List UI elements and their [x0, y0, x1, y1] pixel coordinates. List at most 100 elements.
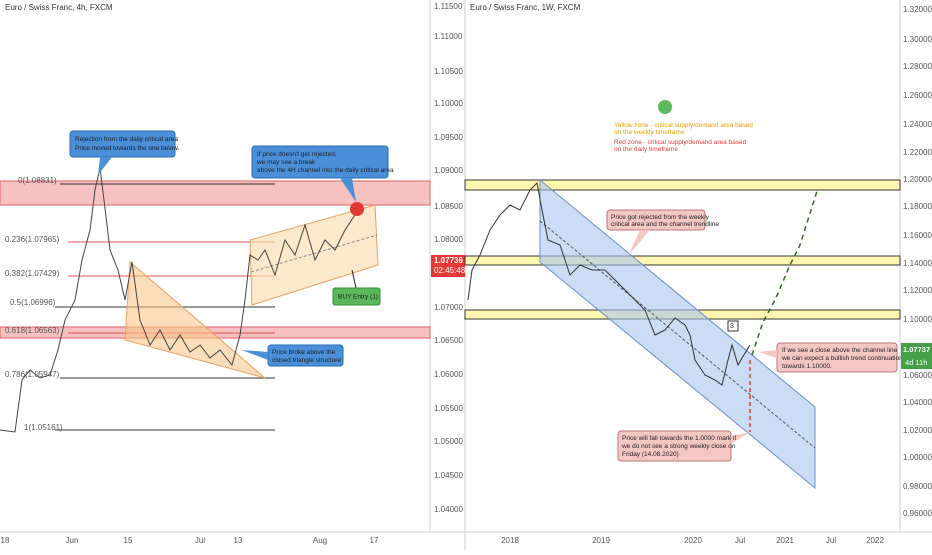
y-tick-label: 1.05000	[434, 437, 463, 446]
y-tick-label: 1.22000	[903, 148, 932, 157]
y-axis: 1.11500 1.11000 1.10500 1.10000 1.09500 1.090…	[434, 2, 463, 514]
y-tick-label: 1.30000	[903, 35, 932, 44]
callout: Price got rejected from the weekly critic…	[606, 209, 719, 256]
y-tick-label: 1.06500	[434, 336, 463, 345]
legend-line: Red zone - critical supply/demand area b…	[614, 139, 747, 146]
y-tick-label: 1.18000	[903, 202, 932, 211]
legend-text: Yellow zone - critical supply/demand are…	[614, 122, 753, 136]
x-tick-label: 2022	[866, 536, 884, 545]
fib-label: 0(1.08831)	[18, 176, 57, 185]
x-tick-label: Jul	[195, 536, 205, 545]
callout: Rejection from the daily critical area Pr…	[69, 130, 180, 175]
fib-label: 0.5(1.06996)	[10, 298, 56, 307]
y-tick-label: 1.08500	[434, 202, 463, 211]
y-tick-label: 1.12000	[903, 286, 932, 295]
y-tick-label: 0.96000	[903, 509, 932, 518]
y-tick-label: 0.98000	[903, 482, 932, 491]
bullish-path	[751, 187, 819, 356]
callout-line: Friday (14.08.2020)	[622, 451, 679, 458]
callout-text: Price got rejected from the weekly critic…	[611, 214, 719, 228]
marker: 3	[730, 323, 734, 330]
countdown: 4d 11h	[905, 358, 927, 367]
callout-line: If price doesn't get rejected,	[257, 151, 337, 158]
callout-line: Price broke above the	[272, 349, 336, 356]
callout: Price broke above the closed triangle str…	[242, 344, 344, 367]
price-badge	[901, 343, 932, 369]
callout-line: we may see a break	[256, 159, 316, 166]
callout-box	[69, 130, 176, 158]
y-tick-label: 1.10000	[903, 315, 932, 324]
y-tick-label: 1.32000	[903, 5, 932, 14]
legend-line: on the daily timeframe	[614, 146, 678, 153]
y-tick-label: 1.00000	[903, 453, 932, 462]
x-tick-label: Jun	[66, 536, 79, 545]
legend-text: Red zone - critical supply/demand area b…	[614, 139, 747, 153]
info-icon	[658, 100, 672, 114]
x-tick-label: Aug	[313, 536, 327, 545]
price-badge-text: 1.07737	[903, 345, 930, 354]
callout: BUY Entry (1)	[332, 287, 381, 306]
y-tick-label: 1.06000	[903, 371, 932, 380]
y-axis: 1.32000 1.30000 1.28000 1.26000 1.24000 1.220…	[903, 5, 932, 518]
y-tick-label: 1.16000	[903, 231, 932, 240]
channel-midline	[250, 234, 378, 273]
callout-text: If we see a close above the channel line…	[781, 347, 903, 370]
y-tick-label: 1.05500	[434, 404, 463, 413]
x-axis: 18 Jun 15 Jul 13 Aug 17	[1, 536, 379, 545]
y-tick-label: 1.09500	[434, 133, 463, 142]
callout-box	[606, 209, 706, 231]
panel-title: Euro / Swiss Franc, 1W, FXCM	[470, 3, 581, 12]
callout-line: Price moved towards the one below.	[75, 145, 180, 152]
y-tick-label: 1.11000	[434, 32, 463, 41]
red-zone	[0, 180, 431, 206]
x-tick-label: Jul	[826, 536, 836, 545]
panel-title: Euro / Swiss Franc, 4h, FXCM	[5, 3, 113, 12]
callout-line: we do not see a strong weekly close on	[621, 443, 736, 450]
callout-tail	[98, 157, 112, 175]
callout-line: Price will fall towards the 1.0000 mark …	[622, 435, 736, 442]
y-tick-label: 1.06000	[434, 370, 463, 379]
y-tick-label: 1.10500	[434, 67, 463, 76]
price-badge-text: 1.07736	[434, 256, 463, 265]
callout: If price doesn't get rejected, we may see…	[251, 145, 394, 202]
callout-text: If price doesn't get rejected, we may see…	[256, 151, 394, 174]
triangle	[124, 260, 266, 379]
callout-tail	[340, 178, 356, 202]
callout-tail	[731, 432, 750, 444]
y-tick-label: 1.04000	[903, 398, 932, 407]
y-tick-label: 1.14000	[903, 259, 932, 268]
x-tick-label: 2021	[776, 536, 794, 545]
legend-line: on the weekly timeframe	[614, 129, 685, 136]
x-tick-label: 18	[1, 536, 10, 545]
callout-line: we can expect a bullish trend continuati…	[781, 355, 903, 362]
callout-line: towards 1.10000.	[782, 363, 832, 370]
x-tick-label: 17	[370, 536, 379, 545]
y-tick-label: 1.04500	[434, 471, 463, 480]
callout: If we see a close above the channel line…	[758, 342, 903, 373]
y-tick-label: 1.08000	[434, 235, 463, 244]
callout-line: closed triangle structure	[272, 357, 341, 364]
x-tick-label: 13	[234, 536, 243, 545]
callout-line: above the 4H channel into the daily crit…	[257, 167, 394, 174]
target-circle	[350, 202, 364, 216]
callout-tail	[242, 350, 268, 360]
y-tick-label: 1.09000	[434, 166, 463, 175]
y-tick-label: 1.28000	[903, 62, 932, 71]
y-tick-label: 1.20000	[903, 175, 932, 184]
fib-label: 0.618(1.06563)	[5, 326, 60, 335]
callout-text: BUY Entry (1)	[338, 294, 378, 301]
fib-label: 1(1.05161)	[24, 423, 63, 432]
x-axis: 2018 2019 2020 Jul 2021 Jul 2022	[501, 536, 884, 545]
yellow-zone	[464, 255, 901, 266]
x-tick-label: 2019	[592, 536, 610, 545]
callout-text: Price broke above the closed triangle str…	[272, 349, 341, 364]
y-tick-label: 1.04000	[434, 505, 463, 514]
callout: Price will fall towards the 1.0000 mark …	[617, 430, 750, 462]
price-path	[467, 181, 751, 386]
y-tick-label: 1.07000	[434, 303, 463, 312]
price-badge	[431, 255, 465, 277]
callout-tail	[758, 350, 777, 358]
callout-line: critical area and the channel trendline	[611, 221, 719, 228]
fib-label: 0.382(1.07429)	[5, 269, 60, 278]
